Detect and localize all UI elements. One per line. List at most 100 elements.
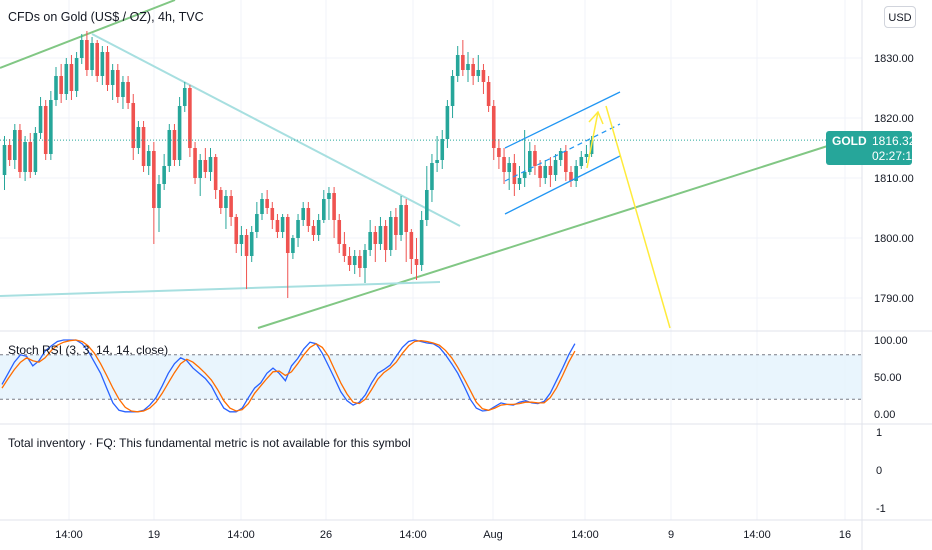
candle-body (198, 160, 202, 178)
time-tick-label: 9 (668, 529, 674, 541)
price-tick-label: 1810.00 (874, 173, 914, 185)
drawing-tools[interactable] (0, 0, 863, 329)
candle-body (255, 214, 259, 232)
candle-body (574, 166, 578, 181)
candle-body (327, 193, 331, 199)
candle-body (301, 208, 305, 220)
time-tick-label: Aug (483, 529, 503, 541)
candle-body (528, 151, 532, 172)
candle-body (543, 166, 548, 178)
candle-body (564, 151, 568, 172)
candle-body (172, 130, 177, 160)
stoch-tick-label: 50.00 (874, 372, 902, 384)
candle-body (265, 199, 269, 208)
candle-body (249, 232, 254, 256)
time-tick-label: 14:00 (55, 529, 83, 541)
candle-body (471, 64, 475, 76)
candle-body (167, 130, 172, 166)
candle-body (110, 70, 115, 85)
candle-body (306, 208, 311, 226)
time-axis[interactable]: 14:00 19 14:00 26 14:00 Aug 14:00 9 14:00 16 (55, 529, 851, 541)
grid-lines (0, 0, 862, 520)
candle-body (558, 151, 563, 160)
candle-body (409, 232, 414, 259)
bar-countdown: 02:27:17 (872, 149, 919, 164)
candle-body (363, 250, 367, 268)
stoch-overbought-oversold-band (0, 354, 862, 400)
candle-body (177, 106, 182, 160)
candle-body (430, 163, 434, 190)
price-axis[interactable]: 1790.00 1800.00 1810.00 1820.00 1830.00 0.00 5… (874, 53, 914, 515)
last-price-tag: GOLD 1816.32 02:27:17 (826, 131, 919, 166)
candle-body (203, 160, 208, 172)
time-tick-label: 14:00 (227, 529, 255, 541)
currency-button[interactable]: USD (884, 6, 916, 28)
candle-body (394, 217, 398, 235)
candle-body (522, 172, 527, 178)
candle-body (332, 193, 336, 220)
price-tick-label: 1830.00 (874, 53, 914, 65)
price-tag-value: 1816.32 (872, 134, 916, 149)
candle-body (49, 100, 53, 154)
symbol-title[interactable]: CFDs on Gold (US$ / OZ), 4h, TVC (8, 10, 204, 24)
total-inventory-title[interactable]: Total inventory · FQ: This fundamental m… (8, 436, 411, 450)
candle-body (126, 82, 130, 103)
candle-body (136, 127, 141, 148)
time-tick-label: 19 (148, 529, 160, 541)
candle-body (569, 172, 573, 181)
candle-body (404, 205, 408, 232)
candle-body (450, 76, 455, 106)
candle-body (553, 160, 558, 175)
candle-body (7, 145, 12, 160)
stoch-d-line (1, 339, 576, 413)
candle-body (229, 196, 233, 217)
candle-body (234, 217, 239, 244)
candle-body (131, 103, 136, 148)
candle-body (23, 142, 27, 172)
candle-body (476, 70, 481, 76)
candle-body (316, 220, 321, 235)
candle-body (378, 226, 383, 244)
arrow-down-line (605, 105, 671, 329)
candle-body (486, 82, 491, 106)
candle-body (54, 76, 58, 100)
candle-body (419, 220, 424, 265)
time-tick-label: 14:00 (571, 529, 599, 541)
candle-body (64, 64, 69, 94)
candle-body (116, 70, 120, 97)
rising-support-trendline (257, 134, 863, 329)
price-tick-label: 1800.00 (874, 233, 914, 245)
candle-body (337, 220, 342, 244)
arrow-up-line (586, 111, 599, 169)
candle-body (548, 166, 553, 175)
stoch-rsi-lines (1, 339, 576, 413)
stoch-rsi-title[interactable]: Stoch RSI (3, 3, 14, 14, close) (8, 343, 169, 357)
candle-body (38, 106, 43, 133)
candle-body (507, 163, 511, 172)
channel-and-arrow-drawings[interactable] (504, 91, 671, 329)
candle-series[interactable] (2, 31, 594, 298)
candle-body (497, 148, 501, 157)
time-tick-label: 14:00 (743, 529, 771, 541)
candle-body (502, 157, 506, 172)
candle-body (358, 256, 362, 268)
channel-upper-line (504, 91, 621, 149)
candle-body (296, 220, 300, 238)
candle-body (244, 235, 249, 256)
candle-body (280, 217, 285, 232)
candle-body (425, 190, 429, 220)
candle-body (182, 88, 187, 106)
candle-body (399, 205, 403, 235)
candle-body (33, 133, 38, 172)
candle-body (141, 127, 146, 166)
candle-body (239, 235, 244, 244)
horizontal-support-line (0, 281, 441, 297)
candle-body (368, 232, 372, 250)
candle-body (100, 52, 105, 76)
candle-body (322, 199, 326, 220)
time-tick-label: 16 (839, 529, 851, 541)
candle-body (74, 58, 79, 91)
candle-body (224, 196, 228, 208)
